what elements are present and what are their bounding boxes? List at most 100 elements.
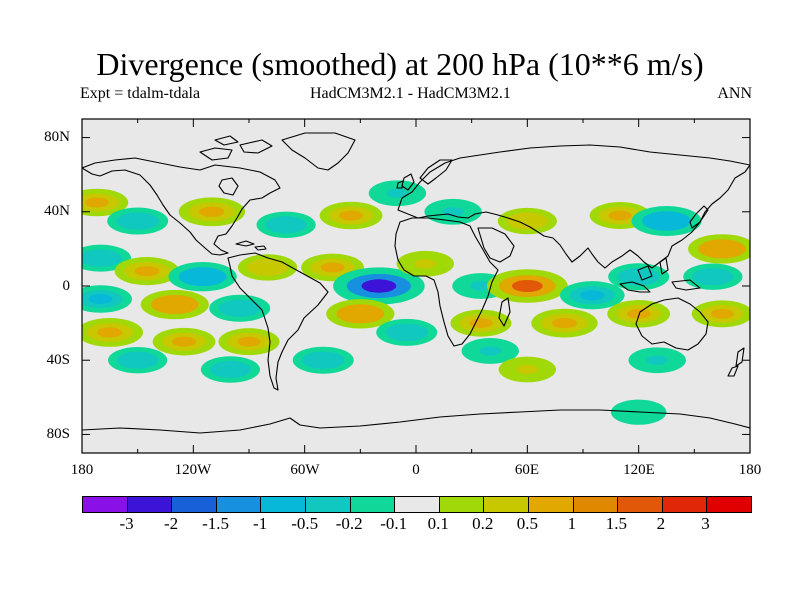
coastline-new-zealand <box>727 347 745 377</box>
anomaly-core-30 <box>395 327 419 338</box>
anomaly-core-4 <box>339 210 363 221</box>
anomaly-core-7 <box>516 216 539 226</box>
colorbar-swatch-14 <box>707 497 751 512</box>
colorbar-label: 1 <box>567 514 577 533</box>
coastline-arabia <box>477 227 515 263</box>
coastline-madagascar <box>498 297 511 327</box>
anomaly-core-12 <box>134 266 160 277</box>
colorbar-label: 0.5 <box>516 514 538 533</box>
anomaly-core-40 <box>646 355 669 365</box>
coastline-africa <box>394 217 499 347</box>
colorbar-swatch-6 <box>350 497 396 512</box>
anomaly-core-22 <box>701 271 725 282</box>
anomaly-core-32 <box>551 317 578 329</box>
colorbar-swatch-12 <box>618 497 663 512</box>
anomaly-core-33 <box>626 308 651 319</box>
coastline-antarctica <box>82 409 750 434</box>
lon-label-180w: 180 <box>70 462 94 478</box>
experiment-label: Expt = tdalm-tdala <box>80 85 201 102</box>
anomaly-core-35 <box>126 355 149 365</box>
colorbar-label: 2 <box>656 514 666 533</box>
anomaly-core-5 <box>386 188 409 198</box>
colorbar-swatch-1 <box>127 497 173 512</box>
coastlines <box>82 132 750 434</box>
coastline-australia <box>635 297 709 351</box>
anomaly-core-19 <box>511 279 543 293</box>
divergence-field <box>82 180 750 425</box>
colorbar-swatch-4 <box>261 497 306 512</box>
colorbar-swatch-3 <box>216 497 262 512</box>
anomaly-core-3 <box>274 220 298 230</box>
anomaly-core-0 <box>84 197 109 208</box>
lon-label-120e: 120E <box>623 462 655 478</box>
anomaly-core-29 <box>347 308 374 320</box>
anomaly-core-13 <box>189 271 216 283</box>
anomaly-core-25 <box>228 303 252 314</box>
model-label: HadCM3M2.1 - HadCM3M2.1 <box>310 85 511 102</box>
coastline-japan <box>689 205 709 229</box>
colorbar-swatch-0 <box>83 497 128 512</box>
anomaly-core-27 <box>172 336 196 347</box>
anomaly-core-28 <box>237 336 261 347</box>
colorbar-label: 1.5 <box>605 514 628 533</box>
coastline-maritime-continent <box>619 257 701 293</box>
anomaly-core-20 <box>580 290 605 301</box>
anomaly-core-8 <box>608 210 632 221</box>
anomaly-core-24 <box>161 299 188 310</box>
anomaly-core-31 <box>469 318 493 328</box>
colorbar-swatch-2 <box>172 497 217 512</box>
coastline-arctic-islands <box>199 135 273 161</box>
lon-label-180e: 180 <box>738 462 762 478</box>
colorbar-swatch-7 <box>395 497 440 512</box>
plot-title: Divergence (smoothed) at 200 hPa (10**6 … <box>96 46 704 82</box>
anomaly-core-15 <box>320 262 345 273</box>
anomaly-core-23 <box>88 294 113 304</box>
anomaly-core-11 <box>88 253 113 264</box>
colorbar-swatch-5 <box>305 497 351 512</box>
anomaly-core-14 <box>256 262 279 273</box>
colorbar-label: -3 <box>119 514 134 533</box>
colorbar-label: -1 <box>253 514 268 533</box>
lat-label-80s: 80S <box>46 426 70 442</box>
anomaly-core-38 <box>479 346 502 356</box>
coastline-scandinavia <box>419 159 453 185</box>
season-label: ANN <box>717 85 752 102</box>
lon-label-0: 0 <box>412 462 420 478</box>
anomaly-core-26 <box>97 327 123 338</box>
lat-label-equator: 0 <box>62 278 71 294</box>
anomaly-core-36 <box>219 364 242 375</box>
colorbar-label: -0.1 <box>380 514 408 533</box>
anomaly-core-39 <box>516 364 539 375</box>
colorbar-label: 3 <box>701 514 710 533</box>
coastline-caribbean <box>235 240 267 251</box>
colorbar-swatch-11 <box>573 497 619 512</box>
colorbar <box>82 496 752 513</box>
anomaly-core-1 <box>126 216 150 226</box>
coastline-eurasia <box>397 144 750 269</box>
anomaly-core-34 <box>710 308 734 319</box>
colorbar-label: -0.2 <box>335 514 363 533</box>
axis-ticks <box>81 119 751 453</box>
lat-label-40s: 40S <box>46 352 70 368</box>
colorbar-label: -1.5 <box>202 514 230 533</box>
anomaly-core-37 <box>311 355 335 366</box>
lat-label-40n: 40N <box>44 203 70 219</box>
coastline-south-america <box>227 252 329 391</box>
colorbar-swatch-10 <box>528 497 574 512</box>
coastline-north-america <box>82 157 281 256</box>
anomaly-core-9 <box>653 215 680 227</box>
lon-label-60w: 60W <box>290 462 320 478</box>
colorbar-swatch-8 <box>439 497 485 512</box>
lon-label-120w: 120W <box>174 462 212 478</box>
anomaly-core-16 <box>361 279 397 293</box>
colorbar-swatch-13 <box>662 497 708 512</box>
coastline-greenland <box>281 132 356 171</box>
colorbar-label: -0.5 <box>291 514 319 533</box>
coastline-hudson-bay <box>218 177 239 196</box>
anomaly-core-17 <box>414 259 437 269</box>
lat-label-80n: 80N <box>44 129 70 145</box>
colorbar-label: -2 <box>163 514 179 533</box>
lon-label-60e: 60E <box>514 462 540 478</box>
colorbar-label: 0.2 <box>472 514 494 533</box>
